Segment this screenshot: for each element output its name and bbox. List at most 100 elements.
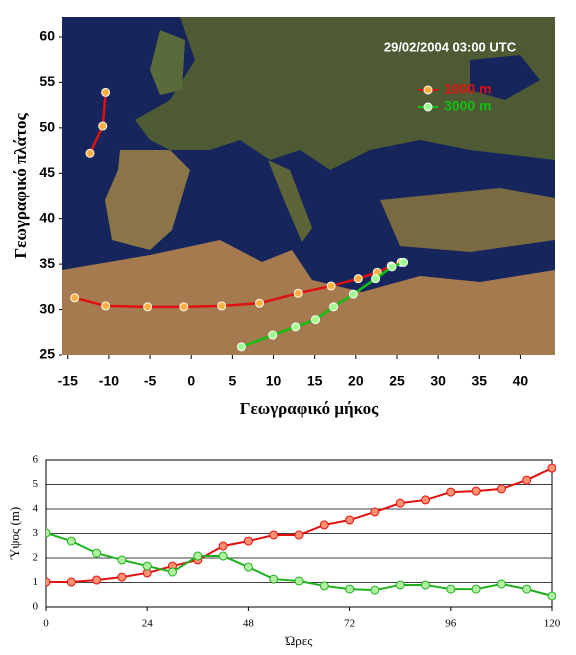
data-point	[179, 302, 189, 312]
data-point	[421, 580, 430, 590]
data-point	[46, 577, 51, 587]
data-point	[395, 498, 405, 508]
data-point	[294, 576, 304, 586]
x-tick-label: 5	[228, 373, 236, 389]
data-point	[98, 121, 108, 131]
data-point	[101, 301, 111, 311]
x-tick-label: 10	[266, 373, 282, 389]
data-point	[446, 584, 456, 594]
data-point	[142, 561, 152, 571]
data-point	[387, 262, 397, 272]
data-point	[421, 495, 430, 505]
x-axis-label: Ώρες	[285, 633, 314, 648]
y-tick-label: 4	[33, 503, 39, 515]
map-background	[62, 17, 555, 355]
data-point	[143, 302, 153, 312]
y-tick-label: 30	[39, 300, 55, 316]
data-point	[243, 562, 253, 572]
data-point	[236, 342, 246, 352]
data-point	[496, 484, 506, 494]
x-tick-label: 15	[307, 373, 323, 389]
y-tick-label: 2	[33, 552, 39, 564]
data-point	[66, 577, 76, 587]
x-axis-label: Γεωγραφικό μήκος	[240, 399, 379, 418]
data-point	[269, 530, 279, 540]
plot-area	[46, 463, 556, 601]
data-point	[496, 579, 506, 589]
data-point	[70, 293, 80, 303]
y-tick-label: 60	[39, 28, 55, 44]
x-tick-label: 35	[471, 373, 487, 389]
data-point	[395, 580, 405, 590]
data-point	[218, 551, 228, 561]
x-tick-label: 40	[513, 373, 529, 389]
x-tick-label: 48	[243, 618, 255, 630]
y-tick-label: 3	[33, 527, 39, 539]
data-point	[217, 301, 227, 311]
y-tick-label: 25	[39, 346, 55, 362]
x-tick-label: 120	[544, 618, 561, 630]
data-point	[522, 475, 532, 485]
x-tick-label: 25	[389, 373, 405, 389]
legend-marker	[423, 102, 433, 112]
data-point	[117, 572, 127, 582]
data-point	[46, 528, 51, 538]
x-tick-label: 20	[348, 373, 364, 389]
data-point	[294, 530, 304, 540]
data-point	[193, 551, 203, 561]
legend-marker	[423, 85, 433, 95]
data-point	[268, 330, 278, 340]
data-point	[293, 288, 303, 298]
annotation: 29/02/2004 03:00 UTC	[384, 39, 517, 54]
x-tick-label: -10	[99, 373, 119, 389]
data-point	[547, 463, 556, 473]
data-point	[399, 257, 409, 267]
data-point	[168, 567, 177, 577]
data-point	[243, 536, 253, 546]
data-point	[348, 289, 358, 299]
data-point	[255, 298, 265, 308]
plot-area	[70, 87, 409, 352]
y-axis-label: Ύψος (m)	[7, 507, 22, 560]
data-point	[101, 87, 111, 97]
data-point	[92, 575, 102, 585]
x-tick-label: -5	[144, 373, 157, 389]
x-tick-label: 0	[43, 618, 49, 630]
legend-label: 1000 m	[444, 81, 491, 97]
y-tick-label: 45	[39, 164, 55, 180]
data-point	[319, 581, 329, 591]
x-tick-label: 30	[430, 373, 446, 389]
data-point	[269, 574, 279, 584]
data-point	[353, 274, 363, 284]
y-tick-label: 1	[33, 576, 39, 588]
x-tick-label: -15	[58, 373, 78, 389]
y-tick-label: 0	[33, 601, 39, 613]
y-tick-label: 55	[39, 73, 55, 89]
data-point	[310, 315, 320, 325]
data-point	[547, 591, 556, 601]
legend-label: 3000 m	[444, 98, 491, 114]
data-point	[345, 584, 355, 594]
data-point	[471, 486, 481, 496]
x-tick-label: 24	[142, 618, 154, 630]
data-point	[218, 541, 228, 551]
y-tick-label: 40	[39, 209, 55, 225]
data-point	[85, 148, 95, 158]
data-point	[446, 487, 456, 497]
y-axis-label: Γεωγραφικό πλάτος	[11, 113, 30, 259]
y-tick-label: 35	[39, 255, 55, 271]
data-point	[370, 507, 380, 517]
data-point	[371, 274, 381, 284]
y-tick-label: 5	[33, 478, 39, 490]
x-tick-label: 96	[445, 618, 457, 630]
data-point	[291, 322, 301, 332]
data-point	[522, 584, 532, 594]
data-point	[345, 515, 355, 525]
y-tick-label: 6	[33, 454, 39, 466]
data-point	[319, 520, 329, 530]
data-point	[117, 555, 127, 565]
x-tick-label: 72	[344, 618, 355, 630]
data-point	[66, 536, 76, 546]
